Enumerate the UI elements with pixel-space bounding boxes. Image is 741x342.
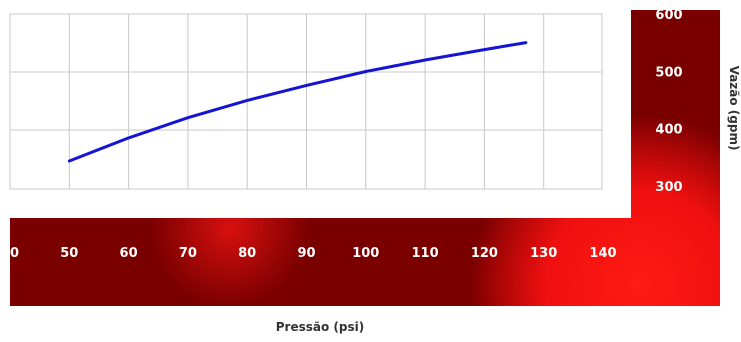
- x-tick-label: 40: [1, 246, 19, 261]
- y-tick-label: 300: [655, 180, 682, 195]
- x-axis-ticks: 40 50 60 70 80 90 100 110 120 130 140: [1, 246, 617, 261]
- x-tick-label: 130: [530, 246, 557, 261]
- x-tick-label: 60: [120, 246, 138, 261]
- x-tick-label: 100: [352, 246, 379, 261]
- y-axis-ticks: 300 400 500 600: [655, 8, 682, 195]
- x-tick-label: 90: [297, 246, 315, 261]
- y-tick-label: 600: [655, 8, 682, 23]
- x-tick-label: 80: [238, 246, 256, 261]
- y-tick-label: 400: [655, 123, 682, 138]
- series-line: [67, 41, 528, 163]
- plot-area: [9, 13, 603, 190]
- y-tick-label: 500: [655, 65, 682, 80]
- y-axis-label: Vazão (gpm): [727, 66, 741, 151]
- x-tick-label: 120: [471, 246, 498, 261]
- x-tick-label: 110: [412, 246, 439, 261]
- x-tick-label: 140: [589, 246, 616, 261]
- x-axis-label: Pressão (psi): [276, 320, 364, 334]
- series-group: [67, 41, 528, 163]
- x-tick-label: 50: [60, 246, 78, 261]
- grid: [10, 14, 602, 189]
- x-tick-label: 70: [179, 246, 197, 261]
